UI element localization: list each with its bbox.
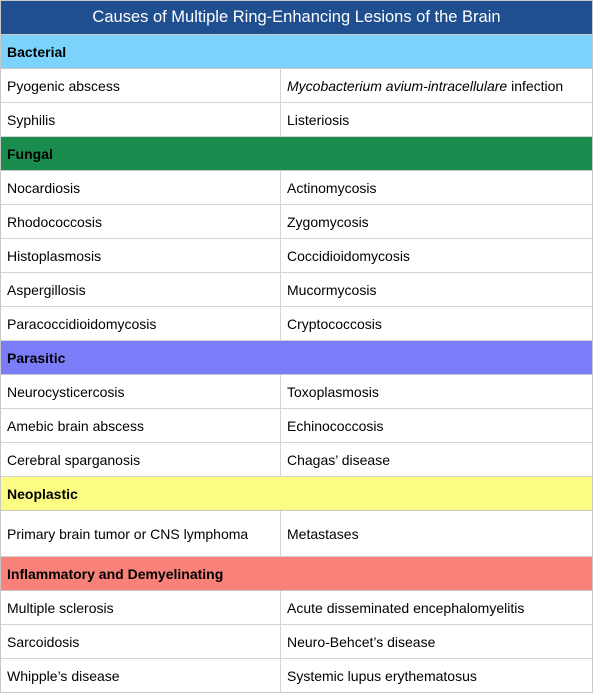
table-row: Nocardiosis Actinomycosis <box>1 171 592 205</box>
table-cell: Cerebral sparganosis <box>1 443 281 476</box>
table-cell: Systemic lupus erythematosus <box>287 667 477 684</box>
table-cell: Zygomycosis <box>287 213 369 230</box>
table-cell: Primary brain tumor or CNS lymphoma <box>1 511 281 556</box>
table-cell: Nocardiosis <box>1 171 281 204</box>
table-row: Sarcoidosis Neuro-Behcet’s disease <box>1 625 592 659</box>
table-row: Pyogenic abscess Mycobacterium avium-int… <box>1 69 592 103</box>
table-row: Neurocysticercosis Toxoplasmosis <box>1 375 592 409</box>
table-row: Histoplasmosis Coccidioidomycosis <box>1 239 592 273</box>
table-cell: Chagas’ disease <box>287 451 390 468</box>
table-cell: Sarcoidosis <box>1 625 281 658</box>
section-header-bacterial: Bacterial <box>1 35 592 69</box>
table-cell: Toxoplasmosis <box>287 383 379 400</box>
table-row: Paracoccidioidomycosis Cryptococcosis <box>1 307 592 341</box>
table-cell: Whipple’s disease <box>1 659 281 692</box>
table-cell: Actinomycosis <box>287 179 377 196</box>
section-header-fungal: Fungal <box>1 137 592 171</box>
cell-suffix: infection <box>507 77 564 94</box>
table-cell: Rhodococcosis <box>1 205 281 238</box>
table-row: Aspergillosis Mucormycosis <box>1 273 592 307</box>
table-cell: Echinococcosis <box>287 417 384 434</box>
table-row: Primary brain tumor or CNS lymphoma Meta… <box>1 511 592 557</box>
table-cell: Listeriosis <box>287 111 350 128</box>
section-header-parasitic: Parasitic <box>1 341 592 375</box>
section-header-inflammatory: Inflammatory and Demyelinating <box>1 557 592 591</box>
table-row: Cerebral sparganosis Chagas’ disease <box>1 443 592 477</box>
table-cell: Acute disseminated encephalomyelitis <box>287 599 525 616</box>
table-cell: Syphilis <box>1 103 281 136</box>
table-row: Syphilis Listeriosis <box>1 103 592 137</box>
table-cell: Cryptococcosis <box>287 315 382 332</box>
table-cell: Histoplasmosis <box>1 239 281 272</box>
table-cell: Amebic brain abscess <box>1 409 281 442</box>
table-cell: Mycobacterium avium-intracellulare infec… <box>281 69 592 102</box>
table-row: Amebic brain abscess Echinococcosis <box>1 409 592 443</box>
table-row: Whipple’s disease Systemic lupus erythem… <box>1 659 592 692</box>
table-cell: Coccidioidomycosis <box>287 247 410 264</box>
table-cell: Paracoccidioidomycosis <box>1 307 281 340</box>
table-cell: Neurocysticercosis <box>1 375 281 408</box>
table-cell: Aspergillosis <box>1 273 281 306</box>
table-cell: Mucormycosis <box>287 281 377 298</box>
table-cell: Multiple sclerosis <box>1 591 281 624</box>
table-cell: Metastases <box>287 525 359 542</box>
table-cell: Pyogenic abscess <box>1 69 281 102</box>
section-header-neoplastic: Neoplastic <box>1 477 592 511</box>
table-title: Causes of Multiple Ring-Enhancing Lesion… <box>1 1 592 35</box>
organism-name: Mycobacterium avium-intracellulare <box>287 77 508 94</box>
table-cell: Neuro-Behcet’s disease <box>287 633 436 650</box>
table-row: Rhodococcosis Zygomycosis <box>1 205 592 239</box>
table-row: Multiple sclerosis Acute disseminated en… <box>1 591 592 625</box>
